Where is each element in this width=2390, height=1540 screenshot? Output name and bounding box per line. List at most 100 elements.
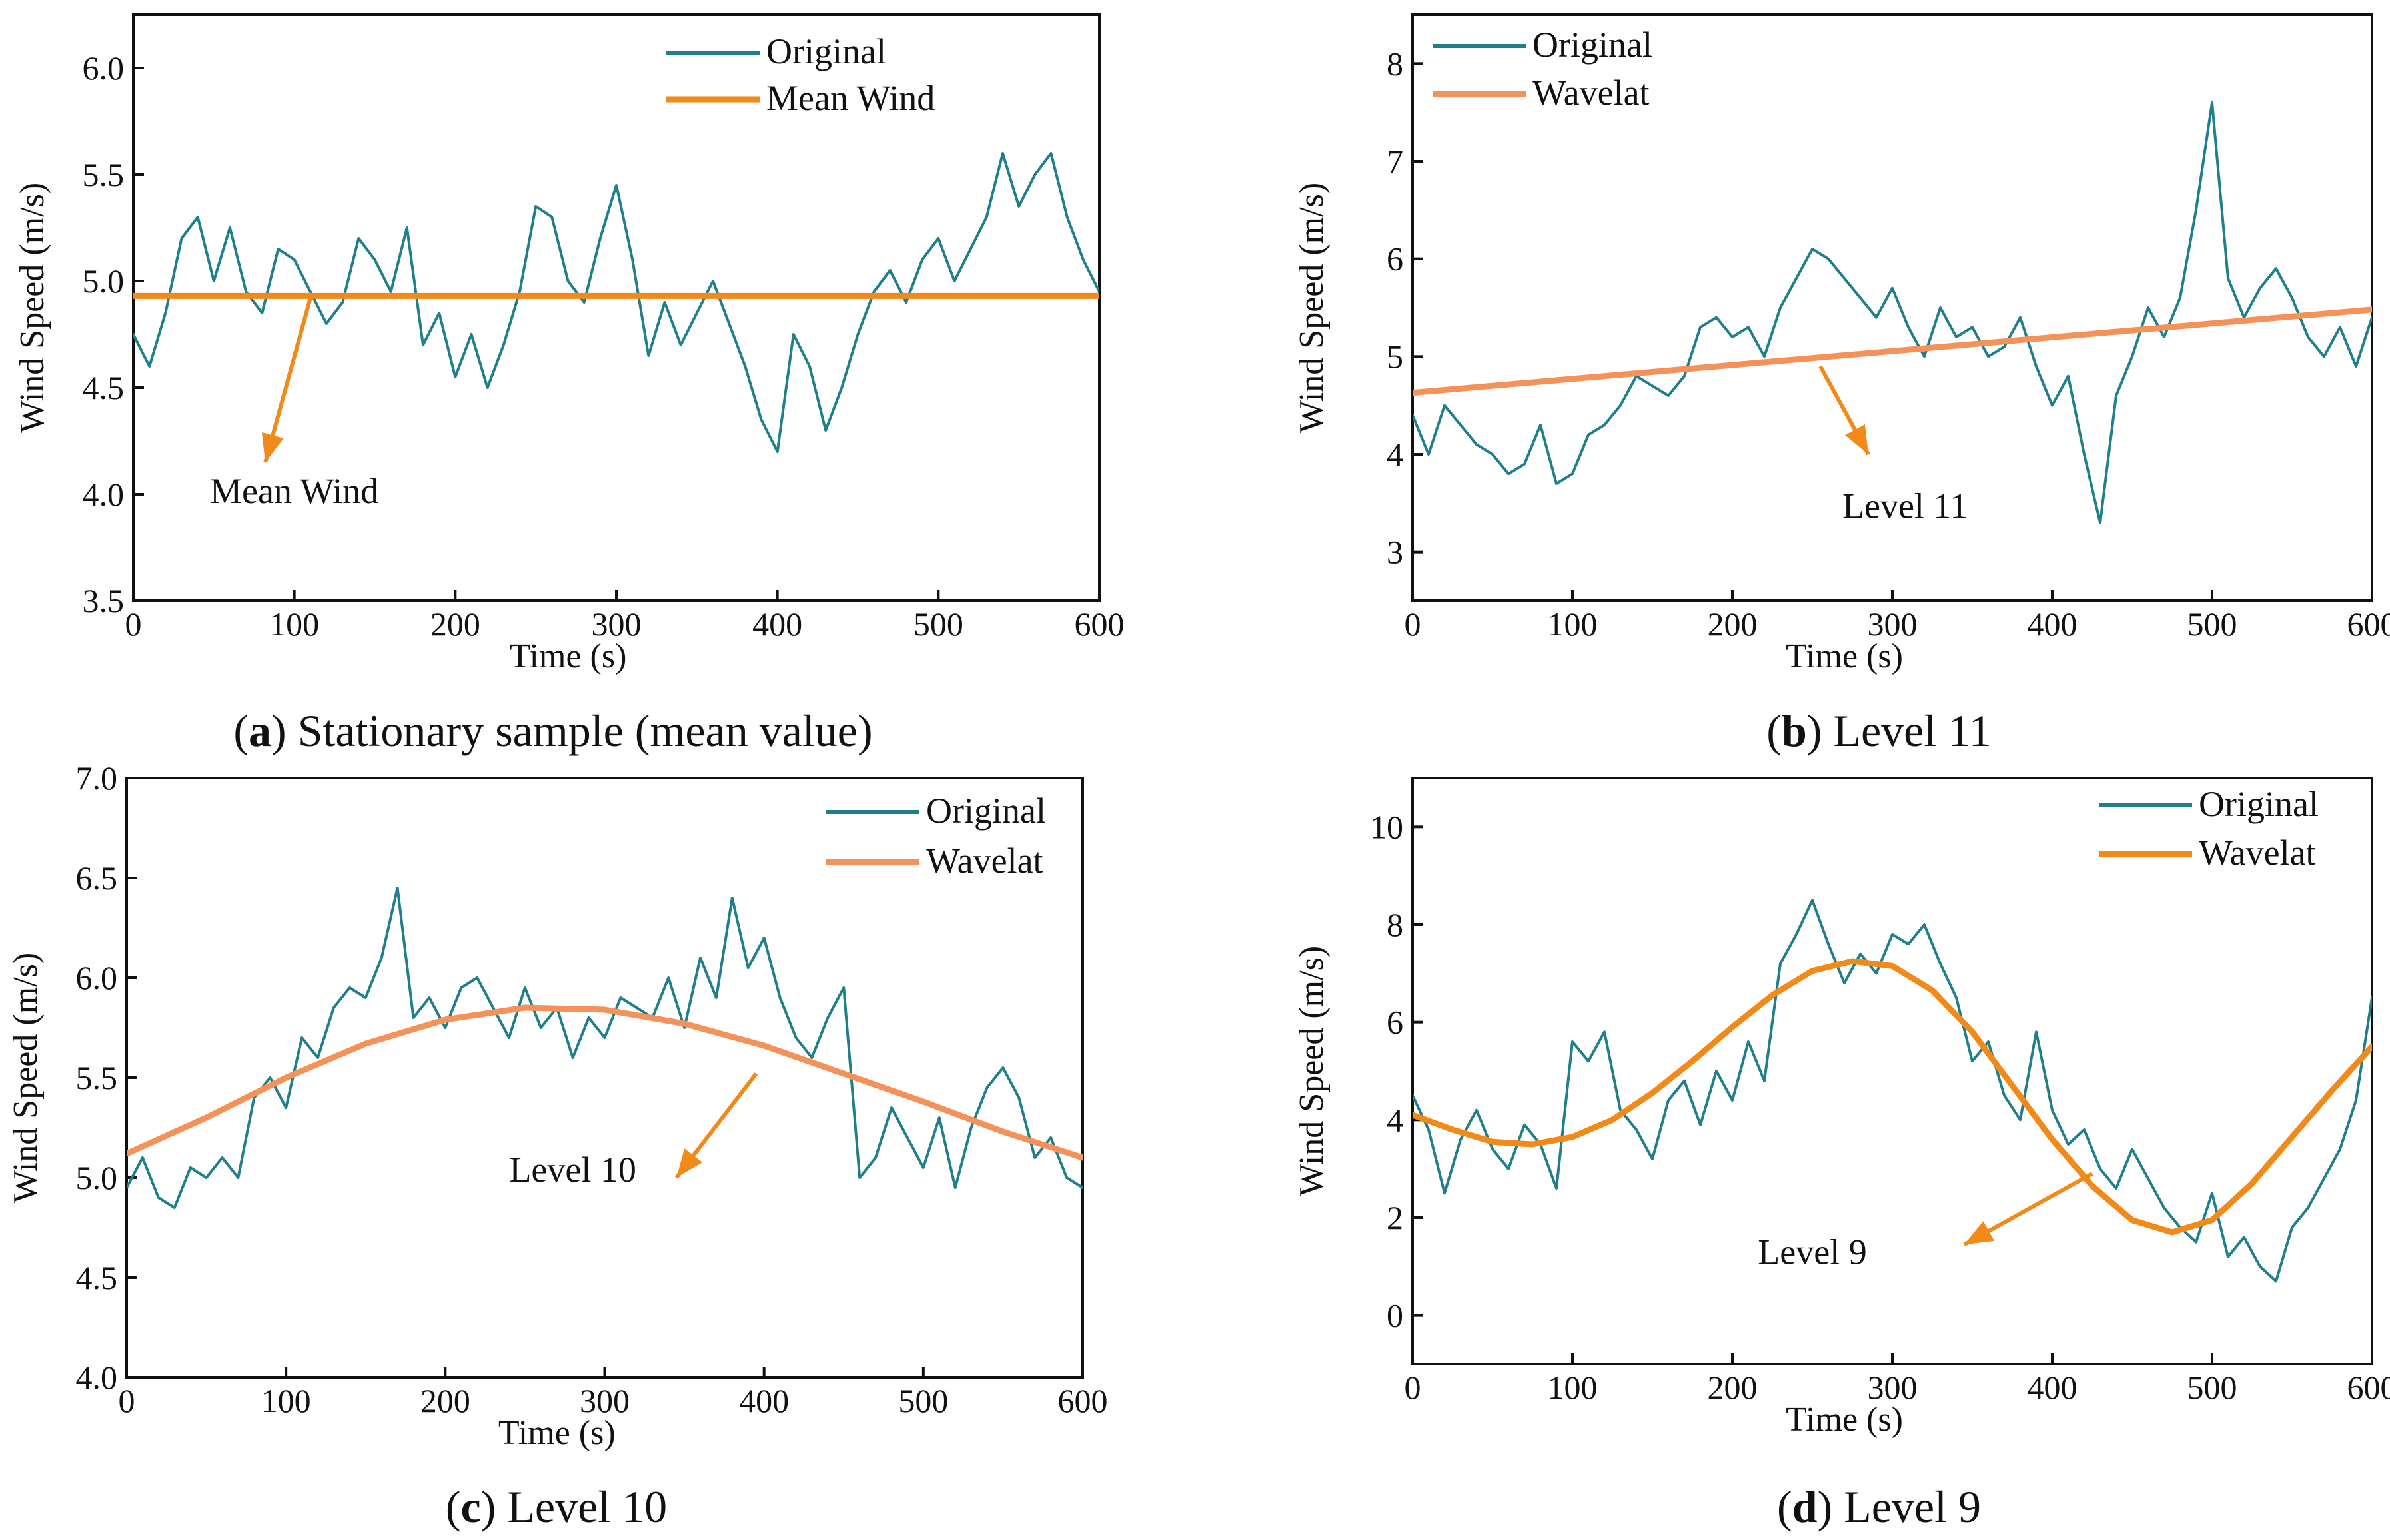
caption-paren: ( [446, 1481, 461, 1532]
caption-text: Level 11 [1822, 705, 1991, 756]
y-axis-label: Wind Speed (m/s) [1293, 183, 1331, 433]
series-line-original [133, 152, 1099, 453]
caption-text: Level 9 [1832, 1481, 1981, 1532]
series-line-original [127, 887, 1083, 1209]
annotation-label: Level 11 [1842, 486, 1968, 526]
annotation-label: Level 9 [1758, 1232, 1866, 1272]
caption-text: Level 10 [496, 1481, 667, 1532]
chart-panel-a: 0 100 200 300 400 500 600 3.5 4.0 4.5 5.0 5.5 6.0 Tim… [13, 13, 1125, 756]
caption-letter: a [249, 705, 271, 756]
caption-paren: ) [271, 705, 287, 756]
y-tick-label: 6 [1387, 240, 1403, 278]
y-tick-label: 8 [1387, 45, 1403, 82]
legend-entry: Mean Wind [766, 78, 935, 118]
x-tick-label: 200 [420, 1382, 470, 1419]
caption-text: Stationary sample (mean value) [287, 705, 873, 756]
x-axis-label: Time (s) [1786, 637, 1903, 675]
x-tick-label: 200 [430, 605, 480, 643]
legend-entry: Original [2199, 784, 2319, 824]
legend-entry: Original [1532, 25, 1652, 65]
x-tick-label: 0 [1405, 605, 1421, 643]
panel-caption: (d) Level 9 [1777, 1481, 1981, 1532]
y-tick-label: 7 [1387, 143, 1403, 180]
series-line-wavelat [1413, 958, 2372, 1236]
series-line-wavelat [127, 1004, 1083, 1161]
y-tick-label: 5.5 [76, 1059, 118, 1096]
y-tick-label: 4.0 [76, 1359, 118, 1396]
x-tick-label: 300 [1868, 605, 1918, 643]
x-tick-label: 500 [913, 605, 963, 643]
legend-entry: Original [926, 791, 1046, 831]
series-line-original [1413, 101, 2372, 524]
x-axis-label: Time (s) [510, 637, 627, 675]
legend-entry: Wavelat [1532, 73, 1650, 113]
y-tick-label: 6.5 [76, 859, 118, 897]
x-axis-label: Time (s) [498, 1414, 616, 1452]
y-tick-label: 0 [1387, 1297, 1403, 1334]
x-tick-label: 400 [2028, 605, 2078, 643]
y-tick-label: 5 [1387, 338, 1403, 375]
y-tick-label: 4 [1387, 1101, 1403, 1138]
panel-caption: (b) Level 11 [1766, 705, 1991, 756]
y-tick-label: 5.5 [83, 156, 125, 193]
panel-caption: (c) Level 10 [446, 1481, 667, 1532]
y-tick-label: 6 [1387, 1004, 1403, 1041]
x-tick-label: 600 [2347, 605, 2390, 643]
panel-caption: (a) Stationary sample (mean value) [233, 705, 872, 756]
x-tick-label: 0 [119, 1382, 135, 1419]
x-tick-label: 200 [1708, 605, 1758, 643]
x-tick-label: 300 [592, 605, 642, 643]
y-tick-label: 4.5 [83, 369, 125, 406]
caption-paren: ( [1766, 705, 1782, 756]
x-tick-label: 100 [261, 1382, 311, 1419]
x-tick-label: 400 [739, 1382, 789, 1419]
caption-paren: ) [1818, 1481, 1833, 1532]
y-axis-label: Wind Speed (m/s) [7, 953, 45, 1203]
legend-entry: Wavelat [926, 841, 1043, 881]
chart-panel-c: 0 100 200 300 400 500 600 4.0 4.5 5.0 5.5 6.0 6.5 7.0… [7, 759, 1108, 1532]
caption-paren: ) [481, 1481, 496, 1532]
y-tick-label: 8 [1387, 906, 1403, 943]
plot-frame [132, 13, 1101, 602]
annotation-arrowhead [1844, 424, 1868, 454]
chart-panel-d: 0 100 200 300 400 500 600 0 2 4 6 8 10 Time (s) Wind S… [1293, 777, 2390, 1532]
x-tick-label: 600 [2347, 1369, 2390, 1406]
caption-letter: d [1792, 1481, 1818, 1532]
x-tick-label: 0 [1405, 1369, 1421, 1406]
y-tick-label: 5.0 [83, 262, 125, 300]
x-tick-label: 200 [1708, 1369, 1758, 1406]
y-tick-label: 4.5 [76, 1259, 118, 1296]
x-tick-label: 400 [2028, 1369, 2078, 1406]
x-tick-label: 600 [1075, 605, 1125, 643]
y-tick-label: 6.0 [83, 49, 125, 87]
y-tick-label: 7.0 [76, 759, 118, 797]
series-line-original [1413, 899, 2372, 1283]
x-tick-label: 500 [898, 1382, 948, 1419]
caption-paren: ( [1777, 1481, 1792, 1532]
caption-paren: ) [1807, 705, 1822, 756]
y-axis-label: Wind Speed (m/s) [1293, 946, 1331, 1196]
x-tick-label: 300 [580, 1382, 630, 1419]
annotation-arrow [263, 297, 312, 463]
y-tick-label: 10 [1370, 808, 1403, 845]
x-tick-label: 100 [1548, 1369, 1598, 1406]
y-tick-label: 6.0 [76, 959, 118, 996]
annotation-arrowhead [676, 1148, 703, 1178]
caption-letter: b [1782, 705, 1807, 756]
x-tick-label: 500 [2187, 605, 2237, 643]
y-tick-label: 4.0 [83, 476, 125, 513]
x-tick-label: 0 [125, 605, 142, 643]
annotation-arrowhead [261, 432, 284, 462]
y-tick-label: 5.0 [76, 1159, 118, 1196]
x-axis-label: Time (s) [1786, 1401, 1903, 1439]
y-tick-label: 4 [1387, 436, 1403, 473]
x-tick-label: 100 [1548, 605, 1598, 643]
caption-letter: c [461, 1481, 481, 1532]
x-tick-label: 600 [1058, 1382, 1108, 1419]
x-tick-label: 400 [752, 605, 802, 643]
x-tick-label: 100 [269, 605, 319, 643]
series-line-wavelat [1413, 306, 2372, 396]
annotation-arrowhead [1964, 1221, 1994, 1245]
x-tick-label: 500 [2187, 1369, 2237, 1406]
